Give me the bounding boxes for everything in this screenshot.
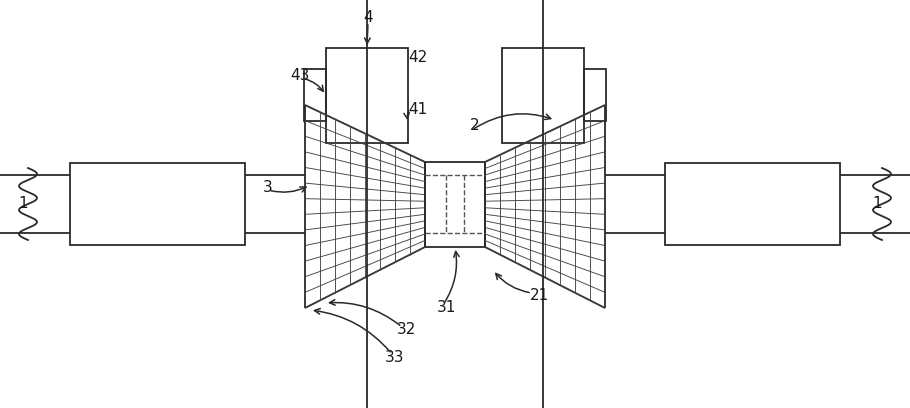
Text: 43: 43 <box>290 67 309 82</box>
Text: 1: 1 <box>872 197 882 211</box>
Text: 42: 42 <box>408 51 428 66</box>
Bar <box>70 163 245 245</box>
Text: 2: 2 <box>470 118 480 133</box>
Text: 1: 1 <box>18 197 27 211</box>
Text: 32: 32 <box>397 322 417 337</box>
Bar <box>425 162 485 247</box>
Bar <box>665 163 840 245</box>
Bar <box>304 69 326 121</box>
Text: 3: 3 <box>263 180 273 195</box>
Bar <box>326 48 408 143</box>
Text: 4: 4 <box>363 11 373 25</box>
Text: 33: 33 <box>385 350 405 366</box>
Bar <box>584 69 606 121</box>
Text: 21: 21 <box>530 288 550 302</box>
Bar <box>502 48 584 143</box>
Text: 31: 31 <box>437 301 457 315</box>
Text: 41: 41 <box>408 102 428 118</box>
